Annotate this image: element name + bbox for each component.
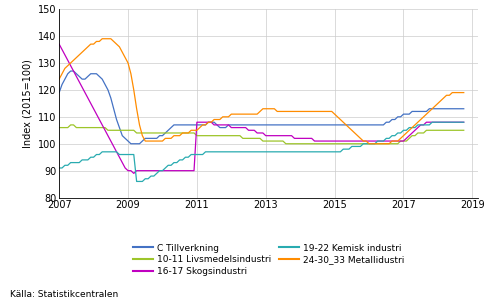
Legend: C Tillverkning, 10-11 Livsmedelsindustri, 16-17 Skogsindustri, 19-22 Kemisk indu: C Tillverkning, 10-11 Livsmedelsindustri… bbox=[133, 244, 404, 276]
Text: Källa: Statistikcentralen: Källa: Statistikcentralen bbox=[10, 290, 118, 299]
Y-axis label: Index (2015=100): Index (2015=100) bbox=[22, 59, 33, 148]
